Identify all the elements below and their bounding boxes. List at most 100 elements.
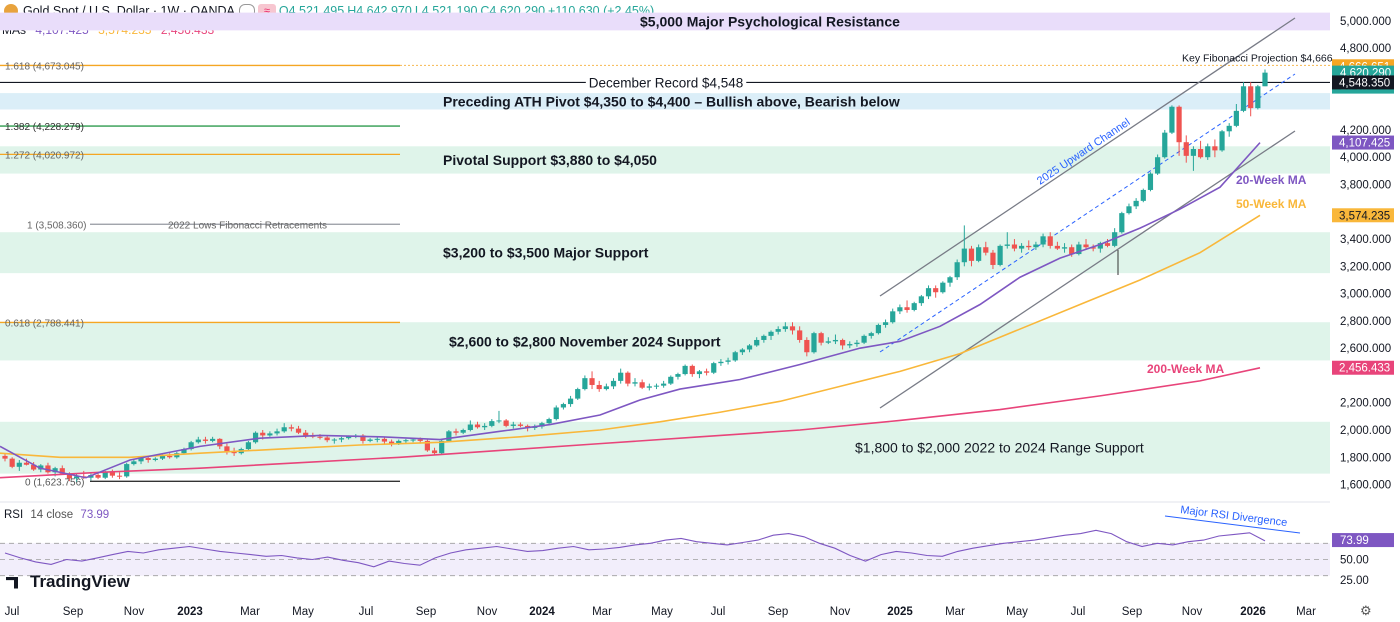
candle-body (653, 385, 660, 387)
candle-body (1183, 142, 1189, 156)
candle-body (410, 439, 416, 441)
fib-level-label: 1.618 (4,673.045) (5, 61, 84, 72)
candle-body (95, 474, 101, 478)
candle-body (976, 247, 982, 261)
candle-body (968, 248, 975, 261)
candle-body (768, 331, 774, 336)
candle-body (882, 322, 889, 325)
candle-body (1248, 86, 1254, 109)
candle-body (668, 376, 674, 384)
candle-body (1240, 86, 1247, 111)
y-axis-tick: 2,200.000 (1340, 398, 1391, 410)
zone-label: $3,200 to $3,500 Major Support (443, 245, 649, 261)
candle-body (367, 439, 373, 441)
candle-body (381, 438, 388, 442)
candle-body (1011, 244, 1018, 249)
x-axis-tick: May (1006, 606, 1028, 618)
candle-body (1026, 245, 1032, 248)
candle-body (195, 439, 201, 443)
tradingview-brand-text: TradingView (30, 572, 130, 591)
candle-body (73, 476, 80, 479)
candle-body (890, 311, 896, 323)
candle-body (295, 428, 302, 433)
zone-label: $2,600 to $2,800 November 2024 Support (449, 333, 721, 349)
candle-body (460, 429, 466, 433)
candle-body (625, 372, 631, 384)
candle-body (1176, 106, 1182, 143)
candle-body (267, 433, 273, 436)
candle-body (1126, 206, 1132, 214)
candle-body (23, 462, 30, 465)
rsi-divergence-label: Major RSI Divergence (1180, 504, 1288, 529)
candle-body (1233, 110, 1239, 126)
candle-body (797, 330, 803, 340)
candle-body (983, 247, 989, 253)
x-axis-tick: Mar (1296, 606, 1316, 618)
candle-body (854, 342, 860, 345)
candle-body (918, 296, 924, 304)
fib-retrace-label: 2022 Lows Fibonacci Retracements (168, 220, 327, 231)
candle-body (31, 464, 37, 470)
candle-body (596, 384, 602, 390)
fib-level-label: 0 (1,623.756) (25, 477, 85, 488)
candle-body (224, 446, 230, 452)
zone-label: Preceding ATH Pivot $4,350 to $4,400 – B… (443, 93, 900, 109)
candle-body (446, 431, 452, 441)
candle-body (925, 288, 932, 297)
candle-body (761, 335, 767, 340)
candle-body (1083, 244, 1089, 248)
candle-body (947, 277, 953, 283)
candle-body (1197, 149, 1204, 158)
candle-body (832, 339, 839, 342)
candle-body (131, 461, 137, 465)
candle-body (1061, 247, 1068, 249)
candle-body (396, 440, 402, 445)
x-axis-tick: Mar (240, 606, 260, 618)
candle-body (725, 360, 731, 362)
candle-body (102, 472, 108, 478)
candle-body (1069, 247, 1075, 255)
tradingview-logo[interactable]: TradingView (6, 572, 130, 592)
candle-body (718, 361, 724, 364)
zone-band (0, 12, 1330, 31)
candle-body (1147, 173, 1154, 190)
ma20-line (0, 142, 1261, 479)
candle-body (546, 419, 552, 424)
candle-body (346, 436, 352, 439)
candle-body (510, 424, 516, 426)
rsi-value-badge: 73.99 (1340, 535, 1369, 547)
candle-body (567, 398, 574, 405)
x-axis-tick: May (292, 606, 314, 618)
x-axis-tick: Mar (592, 606, 612, 618)
rsi-label: RSI (4, 509, 24, 521)
y-axis-tick: 2,800.000 (1340, 316, 1391, 328)
ma200-label: 200-Week MA (1147, 362, 1224, 376)
candle-body (840, 339, 846, 346)
x-axis-tick: Jul (5, 606, 20, 618)
tradingview-brand-icon (6, 576, 18, 589)
candle-body (1119, 213, 1125, 233)
candle-body (1018, 245, 1025, 249)
candle-body (317, 436, 323, 438)
x-axis-tick: May (651, 606, 673, 618)
y-axis-tick: 5,000.000 (1340, 16, 1391, 28)
candle-body (1140, 189, 1146, 201)
candle-body (818, 333, 824, 343)
candle-body (503, 420, 509, 426)
rsi-header[interactable]: RSI 14 close 73.99 (4, 509, 109, 521)
channel-mid-line (879, 73, 1296, 353)
channel-upper-line (879, 17, 1296, 297)
candle-body (453, 431, 459, 433)
candle-body (202, 439, 209, 441)
zone-label: $1,800 to $2,000 2022 to 2024 Range Supp… (855, 440, 1144, 456)
candle-body (331, 439, 337, 441)
candle-body (1040, 236, 1046, 245)
candle-body (897, 307, 903, 312)
settings-gear-icon[interactable]: ⚙ (1360, 603, 1372, 618)
candle-body (59, 468, 65, 474)
candle-body (431, 450, 438, 454)
candle-body (804, 339, 810, 353)
candle-body (911, 303, 917, 310)
candle-body (868, 333, 874, 336)
